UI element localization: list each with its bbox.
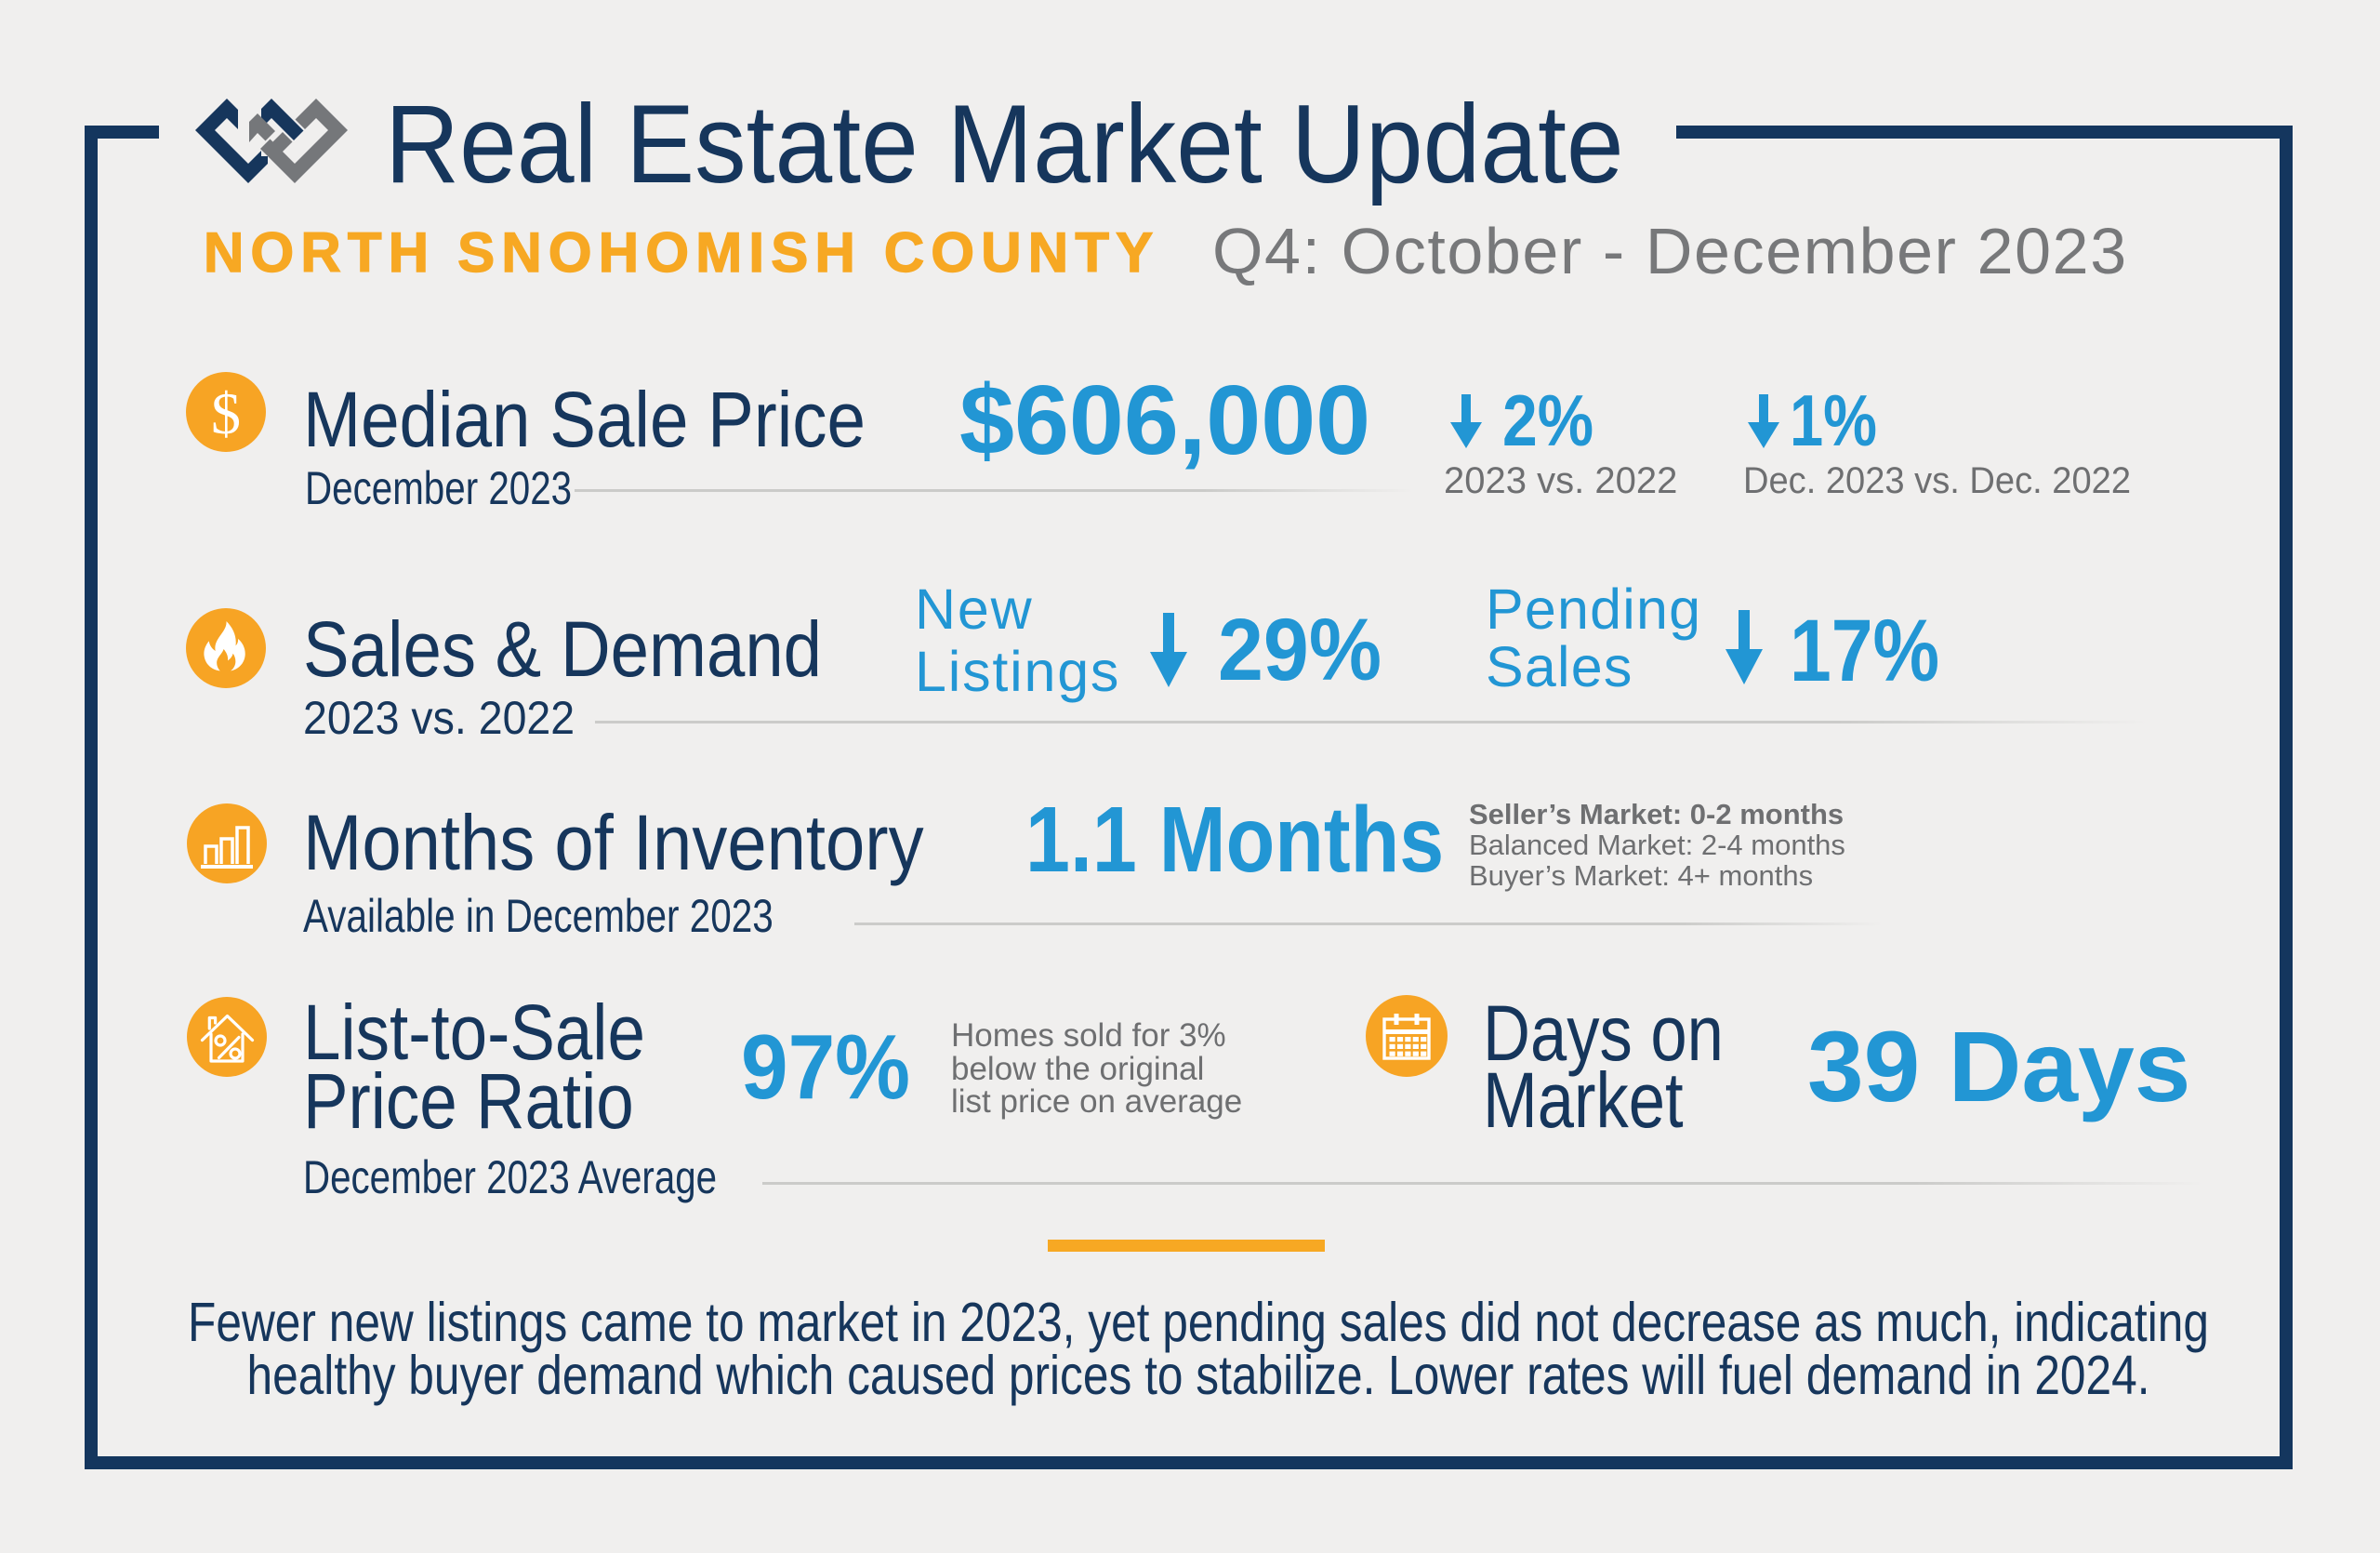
svg-text:$: $ bbox=[211, 380, 241, 446]
